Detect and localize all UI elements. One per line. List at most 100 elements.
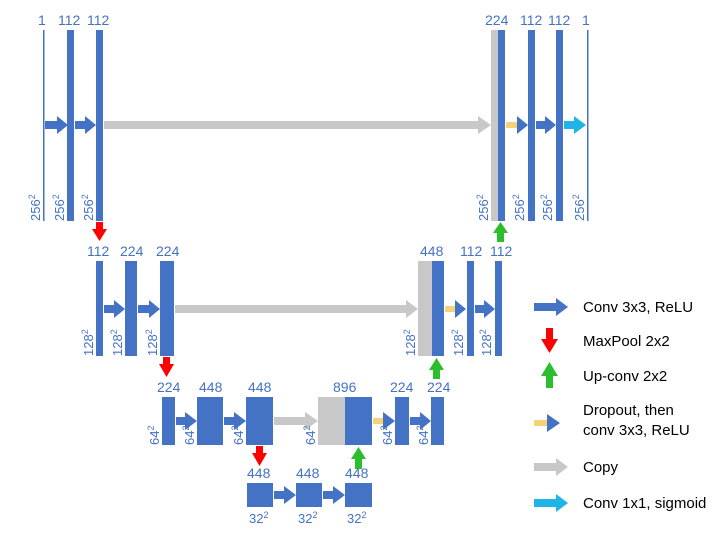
l3-ch-3: 448	[248, 379, 272, 395]
l1-dropout-arrow	[506, 122, 517, 128]
l3-size-3: 642	[230, 426, 246, 445]
dropout-arrow-icon	[534, 420, 547, 426]
legend-label-dropout-2: conv 3x3, ReLU	[583, 422, 690, 439]
upconv-arrow-1	[493, 222, 508, 242]
l1-size-6: 2562	[539, 194, 555, 221]
l3-conv-arrow-2	[224, 417, 235, 425]
legend-item-sigmoid: Conv 1x1, sigmoid	[534, 494, 706, 512]
l1-ch-5: 112	[520, 12, 543, 28]
l3-dec-block-1	[395, 397, 409, 445]
upconv-arrow-3	[351, 447, 366, 469]
l1-copy-head	[478, 116, 491, 134]
l4-conv-arrow-1	[274, 491, 285, 499]
legend-item-conv: Conv 3x3, ReLU	[534, 298, 693, 316]
l1-conv-arrow-1-head	[57, 116, 68, 134]
l4-size-1: 322	[249, 510, 268, 526]
l2-conv-arrow-3	[475, 305, 485, 313]
level-2: 112 224 224 448 112 112 1282 1282 1282 1…	[80, 243, 513, 356]
legend-label-upconv: Up-conv 2x2	[583, 368, 667, 385]
copy-arrow-icon	[534, 463, 558, 471]
level-3: 224 448 448 896 224 224 642 642 642 642 …	[146, 379, 451, 445]
maxpool-arrow-3	[252, 446, 267, 466]
l1-size-5: 2562	[511, 194, 527, 221]
l2-copy-block	[418, 261, 432, 356]
l3-ch-4: 896	[333, 379, 357, 395]
l1-dropout-arrow-blue-head	[517, 116, 528, 134]
maxpool-arrow-icon	[546, 328, 553, 340]
l3-copy-head	[305, 412, 318, 430]
l2-size-3: 1282	[144, 329, 160, 356]
l1-ch-4: 224	[485, 12, 509, 28]
l1-ch-1: 1	[38, 12, 46, 28]
l1-ch-2: 112	[58, 12, 81, 28]
l3-enc-block-2	[197, 397, 223, 445]
l4-size-3: 322	[347, 510, 366, 526]
l3-ch-6: 224	[427, 379, 451, 395]
l3-ch-5: 224	[390, 379, 414, 395]
l2-conv-arrow-1-head	[114, 300, 125, 318]
l4-size-2: 322	[298, 510, 317, 526]
l4-conv-arrow-1-head	[284, 486, 296, 504]
upconv-arrow-icon-head	[541, 362, 558, 376]
l4-ch-1: 448	[247, 465, 271, 481]
l2-dec-block-1	[467, 261, 474, 356]
l3-enc-block-3	[246, 397, 273, 445]
l1-conv-arrow-2	[75, 121, 87, 129]
l2-conv-arrow-3-head	[484, 300, 495, 318]
l3-up-block	[345, 397, 372, 445]
dropout-arrow-icon-head	[547, 414, 560, 432]
l2-ch-1: 112	[87, 243, 110, 259]
maxpool-arrow-1	[92, 222, 107, 241]
l2-ch-6: 112	[490, 243, 513, 259]
l4-ch-3: 448	[345, 465, 369, 481]
conv-arrow-icon	[534, 303, 558, 311]
l3-size-5: 642	[379, 426, 395, 445]
l2-ch-4: 448	[420, 243, 444, 259]
l4-block-3	[345, 483, 372, 507]
l1-conv-arrow-1	[45, 121, 59, 129]
l3-size-1: 642	[146, 426, 162, 445]
l1-enc-block-2	[96, 30, 103, 221]
l3-dropout-arrow-blue-head	[383, 412, 395, 430]
l3-dropout-arrow	[373, 418, 384, 424]
l2-conv-arrow-2	[138, 305, 150, 313]
l3-enc-block-1	[162, 397, 175, 445]
level-1: 1 112 112 224 112 112 1 2562 2562 2562 2…	[27, 12, 590, 221]
output-layer	[587, 30, 589, 221]
l4-block-1	[247, 483, 273, 507]
l4-ch-2: 448	[296, 465, 320, 481]
l2-enc-block-1	[96, 261, 103, 356]
l2-conv-arrow-1	[104, 305, 115, 313]
l2-enc-block-2	[125, 261, 137, 356]
l2-ch-2: 224	[120, 243, 144, 259]
upconv-arrow-icon	[546, 375, 553, 388]
legend-label-maxpool: MaxPool 2x2	[583, 333, 670, 350]
l4-conv-arrow-2	[323, 491, 334, 499]
l1-sigmoid-arrow	[564, 121, 576, 129]
l1-conv-arrow-2-head	[85, 116, 96, 134]
conv-arrow-icon-head	[556, 298, 568, 316]
l3-size-4: 642	[302, 426, 318, 445]
l3-conv-arrow-3	[410, 417, 421, 425]
l1-copy-shaft	[104, 121, 480, 129]
l1-ch-7: 1	[582, 12, 590, 28]
legend-item-upconv: Up-conv 2x2	[541, 362, 667, 388]
l2-size-2: 1282	[109, 329, 125, 356]
legend-item-maxpool: MaxPool 2x2	[541, 328, 670, 353]
l2-ch-3: 224	[156, 243, 180, 259]
l3-dec-block-2	[431, 397, 444, 445]
legend-label-dropout-1: Dropout, then	[583, 402, 674, 419]
sigmoid-arrow-icon	[534, 499, 558, 507]
l3-copy-block	[318, 397, 345, 445]
legend-label-sigmoid: Conv 1x1, sigmoid	[583, 495, 706, 512]
l1-sigmoid-arrow-head	[574, 116, 586, 134]
l1-dec-block-2	[556, 30, 563, 221]
l3-conv-arrow-3-head	[420, 412, 431, 430]
maxpool-arrow-icon-head	[541, 339, 558, 353]
l1-ch-6: 112	[548, 12, 571, 28]
l1-ch-3: 112	[87, 12, 110, 28]
legend: Conv 3x3, ReLU MaxPool 2x2 Up-conv 2x2 D…	[534, 298, 706, 512]
l2-ch-5: 112	[460, 243, 483, 259]
